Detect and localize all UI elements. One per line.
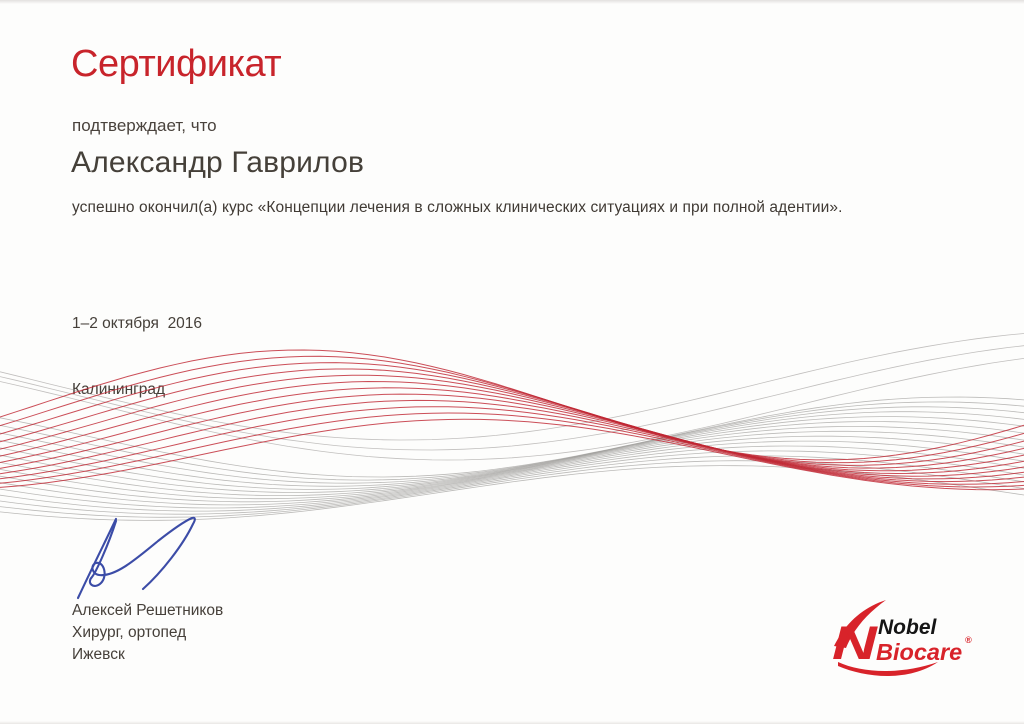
scan-edge-bottom — [0, 721, 1024, 724]
certificate-title: Сертификат — [71, 43, 282, 85]
nobel-biocare-logo: N Nobel Biocare ® — [832, 600, 972, 676]
event-date: 1–2 октября 2016 — [72, 315, 203, 332]
logo-top-swoosh-icon — [834, 600, 886, 648]
event-location: Калининград — [72, 381, 166, 398]
signer-title: Хирург, ортопед — [72, 624, 187, 641]
logo-wordmark-biocare: Biocare — [876, 639, 962, 665]
logo-n-letter: N — [832, 616, 878, 669]
signer-block: Алексей Решетников Хирург, ортопед Ижевс… — [72, 600, 223, 666]
confirmation-text: подтверждает, что — [72, 116, 217, 135]
recipient-name: Александр Гаврилов — [71, 146, 365, 179]
event-date-location: 1–2 октября 2016 Калининград — [72, 269, 202, 445]
logo-bottom-swoosh-icon — [838, 662, 938, 676]
signer-name: Алексей Решетников — [72, 602, 224, 619]
logo-registered-mark: ® — [965, 635, 972, 645]
signer-city: Ижевск — [72, 646, 125, 663]
guilloche-waves-decoration — [0, 333, 1024, 521]
logo-wordmark-nobel: Nobel — [878, 616, 938, 639]
course-description: успешно окончил(а) курс «Концепции лечен… — [72, 199, 843, 216]
nobel-n-mark-icon: N — [832, 600, 938, 676]
signature-handwriting — [76, 516, 196, 600]
scan-edge-top — [0, 0, 1024, 4]
